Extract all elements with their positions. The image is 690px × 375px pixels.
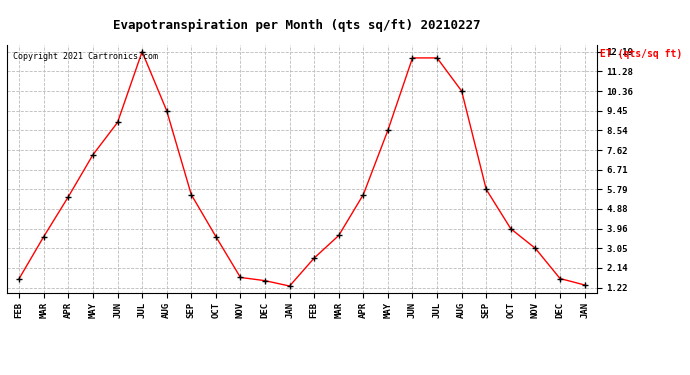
Text: Copyright 2021 Cartronics.com: Copyright 2021 Cartronics.com [13,53,158,62]
Text: ET (qts/sq ft): ET (qts/sq ft) [600,49,682,59]
Text: Evapotranspiration per Month (qts sq/ft) 20210227: Evapotranspiration per Month (qts sq/ft)… [113,19,480,32]
